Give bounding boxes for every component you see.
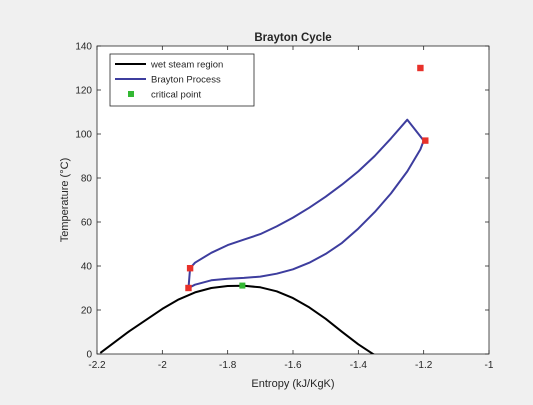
x-tick-label: -1.2 xyxy=(415,360,433,371)
x-tick-label: -1 xyxy=(485,360,494,371)
x-axis-label: Entropy (kJ/KgK) xyxy=(251,378,334,390)
state-point-marker xyxy=(417,65,423,71)
y-tick-label: 80 xyxy=(81,174,93,185)
x-tick-label: -2.2 xyxy=(88,360,106,371)
legend-swatch xyxy=(128,91,134,97)
x-tick-label: -1.6 xyxy=(284,360,302,371)
y-tick-label: 140 xyxy=(75,42,92,53)
critical-point-marker xyxy=(239,283,245,289)
legend: wet steam region Brayton Process critical … xyxy=(110,54,254,106)
legend-label: critical point xyxy=(151,90,202,101)
y-tick-label: 60 xyxy=(81,218,93,229)
x-tick-label: -2 xyxy=(158,360,167,371)
legend-label: Brayton Process xyxy=(151,75,221,86)
x-tick-label: -1.4 xyxy=(350,360,368,371)
y-tick-label: 120 xyxy=(75,86,92,97)
y-tick-label: 20 xyxy=(81,306,93,317)
chart-title: Brayton Cycle xyxy=(254,32,331,44)
y-tick-label: 0 xyxy=(86,350,92,361)
state-point-marker xyxy=(422,137,428,143)
state-point-marker xyxy=(185,285,191,291)
legend-label: wet steam region xyxy=(150,60,223,71)
y-axis-label: Temperature (°C) xyxy=(59,158,71,242)
y-tick-label: 100 xyxy=(75,130,92,141)
y-tick-label: 40 xyxy=(81,262,93,273)
x-tick-label: -1.8 xyxy=(219,360,237,371)
state-point-marker xyxy=(187,265,193,271)
